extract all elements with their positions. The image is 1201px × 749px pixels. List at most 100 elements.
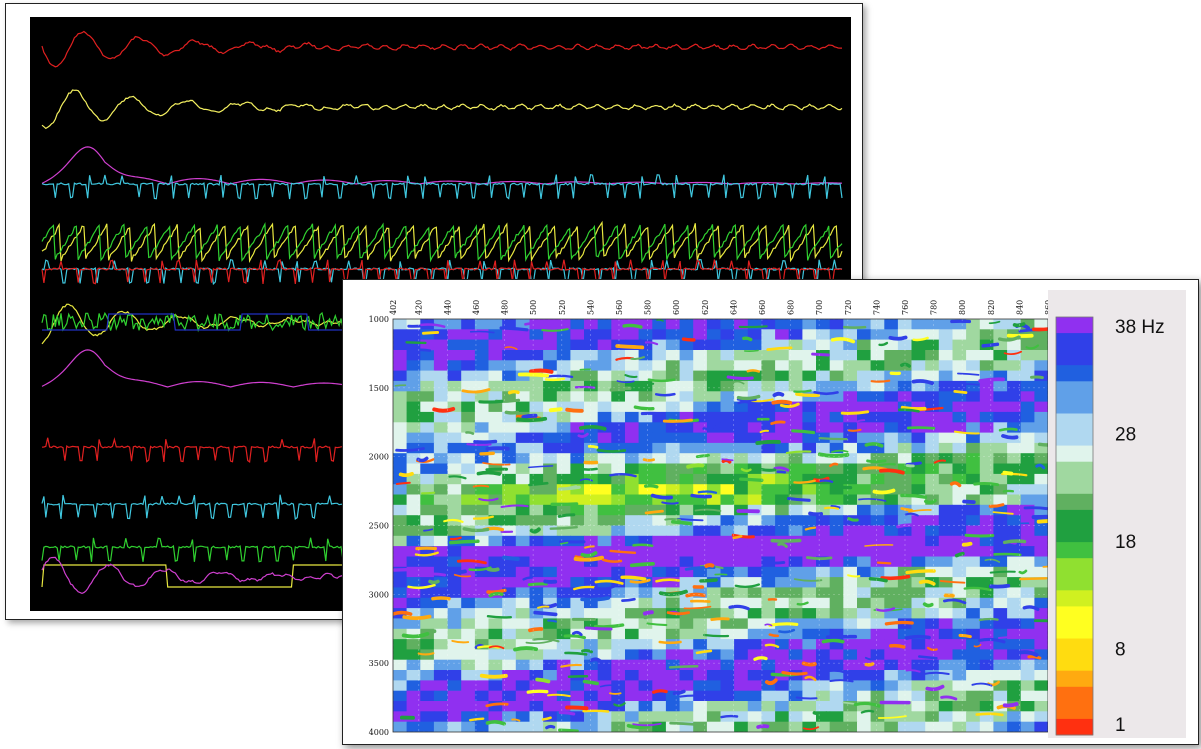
heatmap-cell bbox=[529, 484, 544, 496]
heatmap-cell bbox=[433, 597, 449, 609]
heatmap-cell bbox=[488, 411, 503, 423]
heatmap-cell bbox=[584, 680, 599, 692]
heatmap-event-streak bbox=[398, 471, 414, 478]
heatmap-cell bbox=[925, 587, 940, 599]
heatmap-event-streak bbox=[577, 432, 589, 438]
heatmap-cell bbox=[966, 711, 981, 723]
heatmap-cell bbox=[543, 690, 558, 702]
heatmap-cell bbox=[897, 339, 913, 351]
heatmap-cell bbox=[979, 442, 994, 454]
heatmap-cell bbox=[406, 453, 421, 465]
heatmap-cell bbox=[502, 618, 517, 630]
heatmap-event-streak bbox=[864, 544, 894, 547]
heatmap-cell bbox=[420, 556, 435, 568]
heatmap-cell bbox=[925, 380, 940, 392]
heatmap-cell bbox=[556, 680, 571, 692]
heatmap-cell bbox=[925, 525, 940, 537]
heatmap-cell bbox=[570, 639, 585, 650]
heatmap-cell bbox=[761, 360, 776, 372]
heatmap-cell bbox=[911, 515, 926, 527]
heatmap-cell bbox=[393, 670, 408, 681]
heatmap-event-streak bbox=[904, 634, 931, 640]
heatmap-cell bbox=[488, 577, 503, 588]
heatmap-cell bbox=[556, 649, 571, 661]
heatmap-event-streak bbox=[878, 341, 889, 347]
heatmap-cell bbox=[597, 442, 612, 454]
heatmap-cell bbox=[925, 659, 940, 671]
heatmap-event-streak bbox=[702, 426, 727, 431]
heatmap-cell bbox=[474, 370, 490, 382]
heatmap-cell bbox=[529, 535, 544, 547]
heatmap-event-streak bbox=[656, 319, 664, 322]
heatmap-cell bbox=[420, 504, 435, 516]
heatmap-cell bbox=[461, 628, 476, 640]
heatmap-cell bbox=[420, 339, 435, 351]
heatmap-cell bbox=[515, 546, 530, 557]
heatmap-cell bbox=[979, 515, 994, 527]
heatmap-event-streak bbox=[737, 400, 755, 406]
heatmap-event-streak bbox=[461, 388, 491, 394]
heatmap-cell bbox=[693, 587, 708, 599]
heatmap-cell bbox=[775, 329, 790, 341]
heatmap-cell bbox=[625, 391, 640, 403]
heatmap-cell bbox=[625, 350, 640, 361]
heatmap-cell bbox=[515, 401, 530, 413]
heatmap-event-streak bbox=[896, 523, 920, 529]
heatmap-cell bbox=[857, 442, 872, 454]
heatmap-event-streak bbox=[1022, 605, 1040, 611]
heatmap-cell bbox=[720, 535, 735, 547]
heatmap-cell bbox=[761, 350, 776, 361]
heatmap-cell bbox=[761, 608, 776, 619]
heatmap-cell bbox=[1020, 711, 1035, 723]
heatmap-cell bbox=[706, 473, 722, 485]
heatmap-cell bbox=[884, 556, 899, 568]
heatmap-cell bbox=[1007, 494, 1022, 506]
heatmap-cell bbox=[706, 711, 722, 723]
heatmap-cell bbox=[993, 670, 1008, 681]
heatmap-cell bbox=[488, 422, 503, 434]
heatmap-event-streak bbox=[770, 420, 786, 425]
heatmap-cell bbox=[870, 339, 885, 351]
heatmap-event-streak bbox=[951, 383, 980, 386]
heatmap-cell bbox=[461, 670, 476, 681]
heatmap-event-streak bbox=[1042, 565, 1048, 568]
heatmap-cell bbox=[952, 556, 967, 568]
heatmap-cell bbox=[938, 670, 953, 681]
heatmap-event-streak bbox=[668, 664, 699, 669]
heatmap-cell bbox=[829, 391, 844, 403]
heatmap-cell bbox=[802, 711, 817, 723]
heatmap-cell bbox=[393, 711, 408, 723]
heatmap-cell bbox=[420, 442, 435, 454]
heatmap-event-streak bbox=[829, 679, 854, 683]
heatmap-cell bbox=[1020, 649, 1035, 661]
heatmap-event-streak bbox=[526, 689, 549, 694]
heatmap-cell bbox=[993, 659, 1008, 671]
heatmap-cell bbox=[488, 515, 503, 527]
heatmap-cell bbox=[884, 411, 899, 423]
heatmap-cell bbox=[652, 339, 667, 351]
heatmap-cell bbox=[515, 360, 530, 372]
heatmap-cell bbox=[857, 670, 872, 681]
heatmap-cell bbox=[638, 360, 653, 372]
heatmap-cell bbox=[488, 329, 503, 341]
heatmap-cell bbox=[925, 628, 940, 640]
heatmap-cell bbox=[1007, 515, 1022, 527]
heatmap-cell bbox=[420, 473, 435, 485]
heatmap-cell bbox=[529, 453, 544, 465]
heatmap-cell bbox=[952, 350, 967, 361]
heatmap-cell bbox=[734, 597, 749, 609]
heatmap-cell bbox=[543, 618, 558, 630]
heatmap-cell bbox=[1007, 442, 1022, 454]
heatmap-cell bbox=[870, 566, 885, 578]
heatmap-cell bbox=[652, 442, 667, 454]
heatmap-cell bbox=[979, 473, 994, 485]
heatmap-cell bbox=[747, 546, 762, 557]
heatmap-cell bbox=[938, 411, 953, 423]
heatmap-cell bbox=[952, 618, 967, 630]
heatmap-cell bbox=[447, 618, 462, 630]
heatmap-cell bbox=[979, 587, 994, 599]
heatmap-cell bbox=[665, 350, 681, 361]
heatmap-cell bbox=[515, 608, 530, 619]
heatmap-cell bbox=[611, 690, 626, 702]
heatmap-event-streak bbox=[777, 542, 788, 548]
